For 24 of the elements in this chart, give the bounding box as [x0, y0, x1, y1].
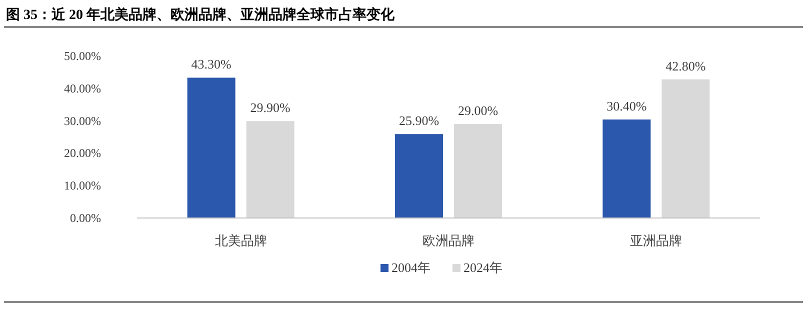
- data-label: 43.30%: [191, 56, 232, 72]
- bar: [602, 120, 651, 218]
- bar: [662, 79, 710, 218]
- bar: [187, 78, 236, 218]
- x-tick-label: 亚洲品牌: [630, 233, 682, 248]
- bar: [246, 121, 294, 218]
- data-label: 29.00%: [458, 103, 498, 118]
- data-label: 42.80%: [666, 58, 706, 74]
- x-tick-label: 北美品牌: [214, 233, 267, 248]
- data-label: 30.40%: [606, 98, 647, 114]
- y-tick-label: 0.00%: [70, 211, 101, 225]
- y-tick-label: 50.00%: [64, 49, 101, 63]
- legend-label: 2024年: [464, 260, 502, 275]
- y-tick-label: 40.00%: [64, 81, 101, 96]
- bar: [454, 124, 502, 218]
- data-label: 29.90%: [250, 100, 291, 116]
- x-tick-label: 欧洲品牌: [422, 233, 474, 248]
- data-label: 25.90%: [398, 113, 440, 128]
- y-tick-label: 20.00%: [64, 146, 101, 160]
- y-tick-label: 10.00%: [64, 178, 101, 193]
- title: 图 35：近 20 年北美品牌、欧洲品牌、亚洲品牌全球市占率变化: [6, 8, 394, 23]
- bar: [395, 134, 443, 218]
- legend-label: 2004年: [392, 260, 430, 275]
- y-tick-label: 30.00%: [64, 114, 101, 128]
